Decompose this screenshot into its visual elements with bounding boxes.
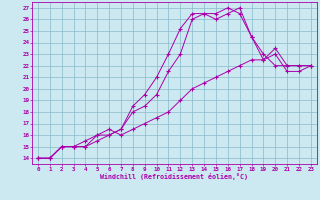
- X-axis label: Windchill (Refroidissement éolien,°C): Windchill (Refroidissement éolien,°C): [100, 173, 248, 180]
